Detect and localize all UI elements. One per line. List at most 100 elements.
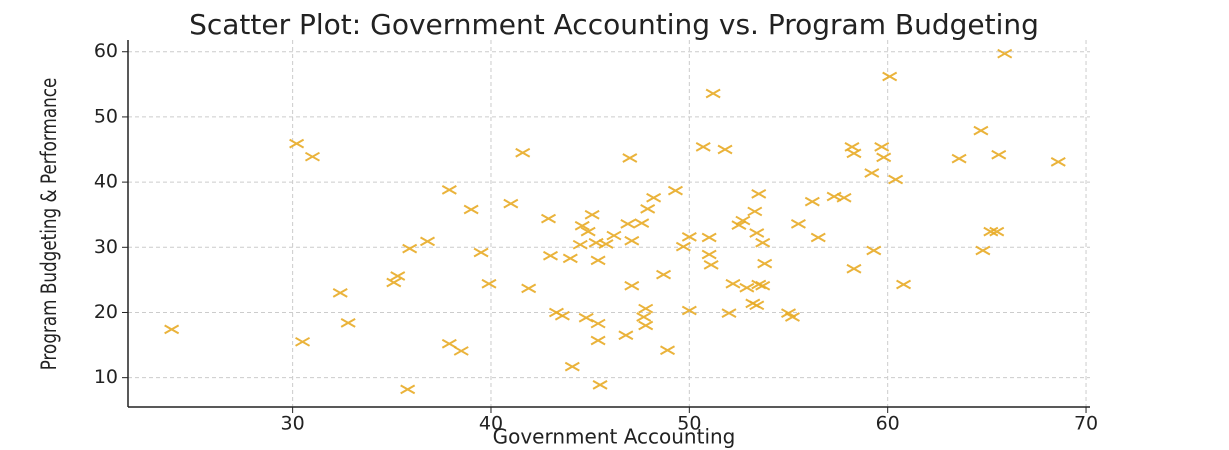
data-point <box>874 142 890 152</box>
y-tick-label: 20 <box>94 301 118 323</box>
data-point <box>606 230 622 241</box>
data-point <box>989 226 1005 237</box>
data-point <box>975 245 991 256</box>
x-tick-label: 70 <box>1074 413 1098 435</box>
x-tick-label: 60 <box>876 413 900 435</box>
data-point <box>572 239 588 250</box>
data-point <box>592 379 608 390</box>
data-point <box>991 149 1007 160</box>
data-point <box>695 142 711 152</box>
data-point <box>463 204 479 215</box>
data-point <box>441 338 457 349</box>
y-tick-label: 10 <box>94 366 118 388</box>
data-point <box>705 88 721 99</box>
data-point <box>441 185 457 195</box>
data-point <box>749 228 765 238</box>
data-point <box>340 318 356 328</box>
data-point <box>521 283 537 294</box>
data-point <box>618 330 634 341</box>
data-point <box>503 198 519 209</box>
data-point <box>882 71 898 82</box>
data-point <box>675 241 691 252</box>
y-tick-label: 60 <box>94 40 118 62</box>
data-point <box>784 312 800 322</box>
data-point <box>888 174 904 185</box>
data-point <box>997 48 1013 59</box>
data-point <box>164 324 180 335</box>
data-point <box>289 138 305 149</box>
data-point <box>620 218 636 229</box>
x-tick-label: 40 <box>479 413 503 435</box>
y-tick-label: 40 <box>94 171 118 193</box>
y-tick-label: 50 <box>94 105 118 127</box>
data-point <box>554 310 570 321</box>
data-point <box>646 192 662 203</box>
data-point <box>515 147 531 158</box>
data-point <box>747 206 763 217</box>
data-point <box>896 279 912 290</box>
data-point <box>634 218 650 229</box>
data-point <box>1050 157 1066 167</box>
data-point <box>735 215 751 226</box>
data-point <box>541 213 556 224</box>
data-point <box>703 260 719 270</box>
data-point <box>836 192 852 203</box>
data-point <box>542 250 558 261</box>
data-point <box>481 278 497 289</box>
data-point <box>624 280 640 291</box>
data-point <box>656 269 672 280</box>
data-point <box>876 152 892 163</box>
data-point <box>638 320 654 331</box>
data-point <box>332 288 348 298</box>
data-point <box>590 318 606 329</box>
data-point <box>739 282 755 293</box>
data-point <box>590 335 606 346</box>
data-point <box>390 271 406 281</box>
data-point <box>864 168 880 178</box>
data-point <box>731 220 747 230</box>
x-tick-label: 30 <box>281 413 305 435</box>
data-point <box>826 191 842 202</box>
data-point <box>951 153 967 164</box>
data-point <box>584 209 600 220</box>
data-point <box>400 384 416 395</box>
data-point <box>804 196 820 207</box>
data-point <box>757 258 773 269</box>
y-axis-label: Program Budgeting & Performance <box>37 78 61 371</box>
data-point <box>749 300 765 311</box>
data-point <box>590 255 606 266</box>
data-point <box>295 336 311 347</box>
data-point <box>420 236 436 247</box>
data-point <box>717 144 733 155</box>
data-point <box>598 239 614 249</box>
data-point <box>638 303 654 314</box>
data-point <box>562 253 578 264</box>
data-point <box>701 232 717 243</box>
data-point <box>473 247 489 258</box>
data-point <box>751 188 767 199</box>
data-point <box>701 249 717 260</box>
data-point <box>386 277 402 288</box>
data-point <box>453 346 469 356</box>
data-point <box>402 243 418 254</box>
y-tick-label: 30 <box>94 236 118 258</box>
chart-title: Scatter Plot: Government Accounting vs. … <box>189 8 1039 41</box>
data-point <box>574 220 590 231</box>
data-point <box>624 235 640 246</box>
data-point <box>810 232 826 243</box>
data-point <box>790 218 806 229</box>
data-point <box>640 203 656 214</box>
data-point <box>580 226 596 237</box>
data-point <box>588 237 604 248</box>
data-point <box>721 308 737 318</box>
data-point <box>983 226 999 237</box>
data-point <box>681 305 697 316</box>
x-tick-label: 50 <box>677 413 701 435</box>
data-point <box>667 185 683 196</box>
data-point <box>660 345 676 356</box>
data-point <box>755 280 771 291</box>
x-axis-label: Government Accounting <box>493 425 736 449</box>
data-point <box>846 263 862 274</box>
data-point <box>636 312 652 322</box>
